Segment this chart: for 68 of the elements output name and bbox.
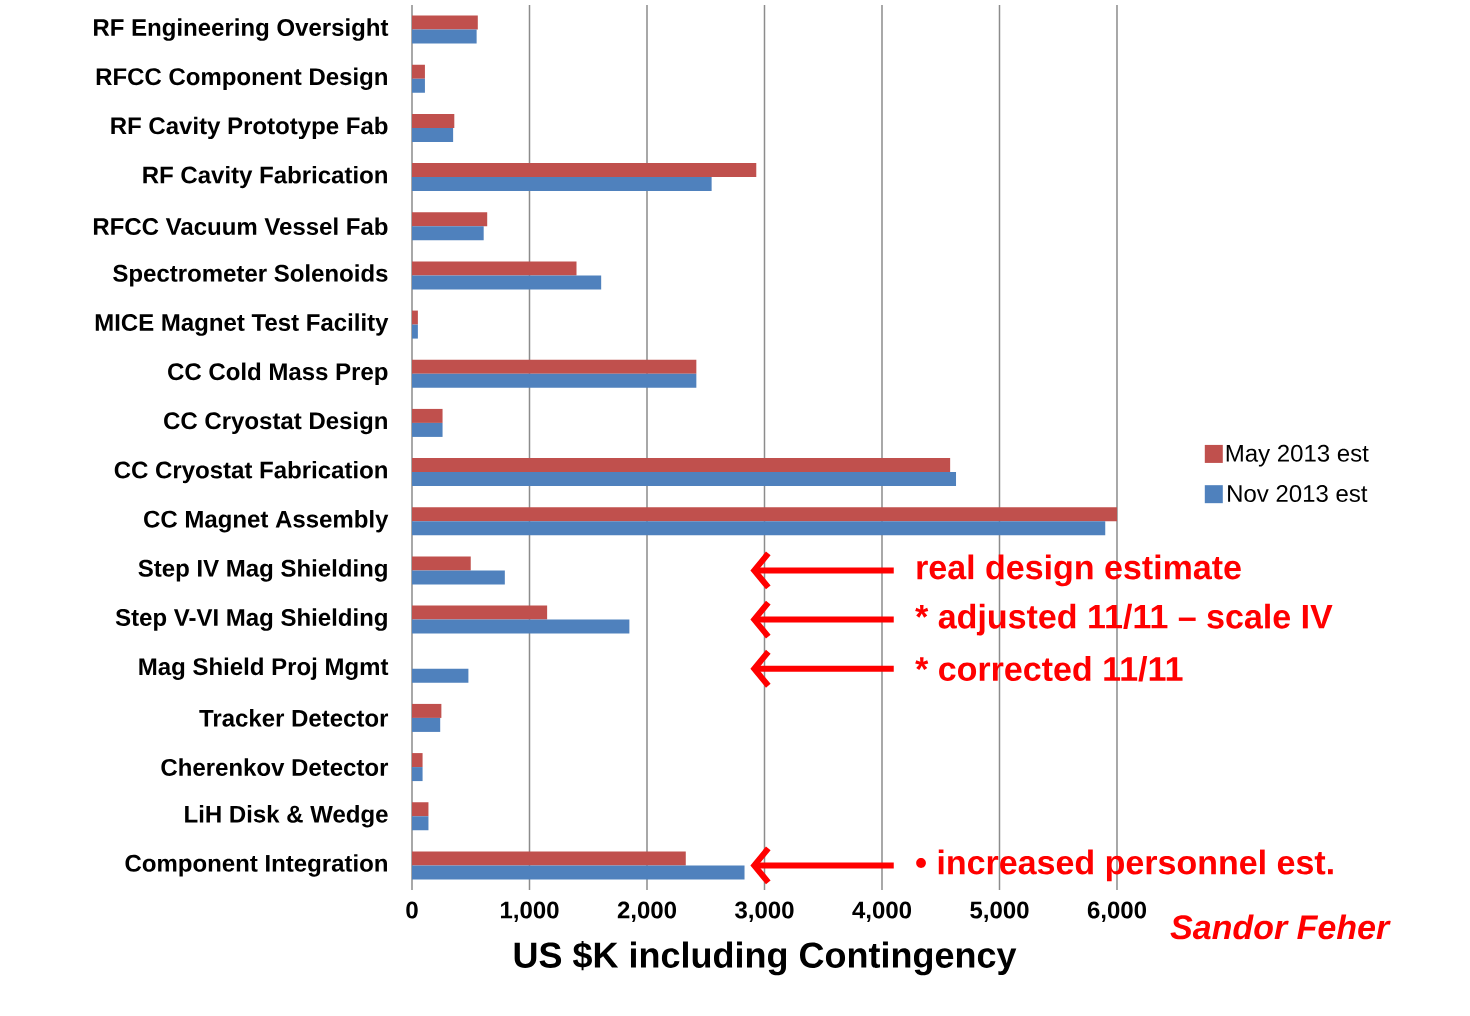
bar [412,275,602,290]
x-tick-label: 2,000 [617,901,677,923]
bar [412,865,745,880]
y-tick-label: CC Cold Mass Prep [168,362,388,385]
bar [412,127,454,142]
bar [412,78,425,93]
bar [412,802,429,817]
x-tick-label: 1,000 [500,901,559,923]
y-tick-label: Spectrometer Solenoids [113,264,388,287]
bar [412,767,423,782]
y-tick-label: RFCC Vacuum Vessel Fab [93,217,388,236]
text: Sandor Feher [1170,914,1391,940]
bar [412,717,441,732]
bar [412,458,951,473]
bar [412,668,469,683]
bar [412,113,455,128]
bar [412,507,1117,522]
x-tick-label: 4,000 [852,901,912,923]
y-tick-label: CC Cryostat Design [164,411,387,435]
bar [412,212,488,227]
y-tick-label: RF Cavity Fabrication [143,165,387,189]
bar [412,15,478,30]
bar [412,408,443,423]
x-tick-label: 5,000 [970,901,1029,923]
y-tick-label: CC Cryostat Fabrication [114,460,387,484]
bar [412,851,686,866]
x-axis-title: US $K including Contingency [514,940,1017,976]
bar [412,521,1106,536]
y-tick-label: RFCC Component Design [96,67,387,90]
bar [412,29,477,44]
bar [412,324,418,339]
y-tick-label: Step IV Mag Shielding [138,559,387,582]
bar [412,64,425,79]
y-tick-label: Component Integration [125,854,387,877]
bar [412,605,548,620]
bar [412,177,712,192]
y-tick-label: Step V-VI Mag Shielding [115,608,387,631]
bar [412,359,697,374]
bar [412,619,630,634]
bar [412,556,471,571]
annotation: * corrected 11/11 [915,656,1183,682]
bar [412,422,443,437]
annotation: real design estimate [917,554,1241,587]
annotation: • increased personnel est. [916,849,1333,882]
bar [412,472,957,487]
bar [412,703,442,718]
bar [412,261,577,276]
y-tick-label: RF Cavity Prototype Fab [111,116,388,140]
bar [412,373,697,388]
y-tick-label: Cherenkov Detector [161,758,389,776]
x-tick-label: 3,000 [735,901,794,923]
x-tick-label: 0 [406,901,418,919]
annotation: * adjusted 11/11 – scale IV [915,603,1333,636]
y-tick-label: LiH Disk & Wedge [185,805,388,828]
y-tick-label: Tracker Detector [199,709,389,727]
bar [412,753,423,768]
bar [412,163,757,178]
bar [412,816,429,831]
x-tick-label: 6,000 [1087,901,1147,923]
bar [412,310,418,325]
legend-label: May 2013 est [1226,444,1369,467]
y-tick-label: Mag Shield Proj Mgmt [139,657,389,680]
bar [412,226,484,241]
y-tick-label: MICE Magnet Test Facility [95,313,389,336]
y-tick-label: CC Magnet Assembly [144,510,389,533]
legend-label: Nov 2013 est [1228,485,1368,503]
y-tick-label: RF Engineering Oversight [94,18,389,41]
bar [412,570,505,585]
